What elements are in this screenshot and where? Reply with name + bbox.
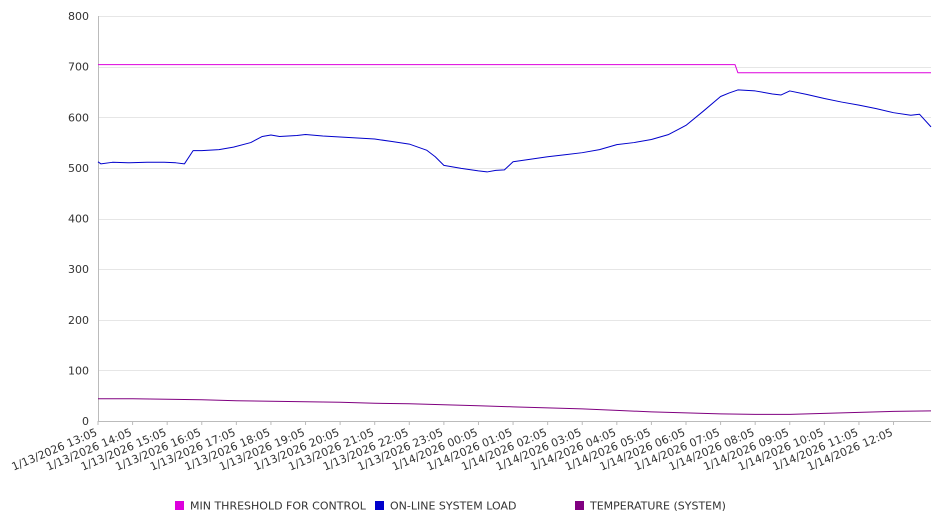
y-tick-label: 800 [68,10,89,23]
grid-lines [98,16,931,371]
legend-swatch [175,501,184,510]
legend-label: MIN THRESHOLD FOR CONTROL [190,500,367,513]
series-line-1 [98,64,931,74]
x-tick-labels: 1/13/2026 13:051/13/2026 14:051/13/2026 … [10,426,895,474]
y-tick-labels: 0 100 200 300 400 500 600 700 800 [68,10,89,428]
series-line-3 [98,398,932,415]
legend-swatch [375,501,384,510]
legend-item: MIN THRESHOLD FOR CONTROL [175,500,367,513]
y-tick-label: 300 [68,263,89,276]
y-tick-label: 700 [68,61,89,74]
axes [97,16,931,425]
y-tick-label: 100 [68,364,89,377]
legend-label: ON-LINE SYSTEM LOAD [390,500,516,513]
y-tick-label: 200 [68,314,89,327]
series-line-2 [97,89,932,173]
legend-swatch [575,501,584,510]
legend: MIN THRESHOLD FOR CONTROL ON-LINE SYSTEM … [175,500,726,513]
legend-item: ON-LINE SYSTEM LOAD [375,500,516,513]
y-tick-label: 500 [68,162,89,175]
legend-item: TEMPERATURE (SYSTEM) [575,500,726,513]
series-lines [97,64,932,415]
y-tick-label: 400 [68,213,89,226]
y-tick-label: 600 [68,111,89,124]
y-tick-label: 0 [82,415,89,428]
legend-label: TEMPERATURE (SYSTEM) [589,500,726,513]
